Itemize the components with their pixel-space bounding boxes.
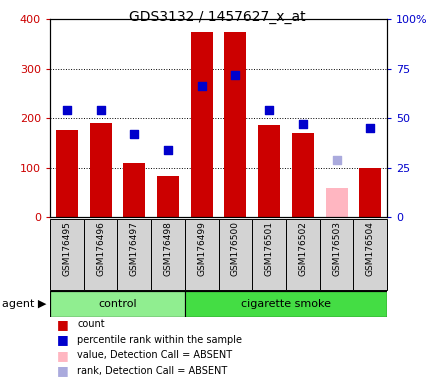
- Bar: [89, 123, 111, 217]
- Bar: [191, 31, 212, 217]
- Text: cigarette smoke: cigarette smoke: [240, 299, 330, 309]
- Text: GSM176495: GSM176495: [62, 221, 71, 276]
- Bar: [325, 188, 347, 217]
- Text: control: control: [98, 299, 136, 309]
- Text: GSM176500: GSM176500: [230, 221, 240, 276]
- Text: ■: ■: [56, 318, 68, 331]
- Text: ■: ■: [56, 349, 68, 362]
- Text: GSM176497: GSM176497: [129, 221, 138, 276]
- Point: [231, 71, 238, 78]
- Bar: [258, 126, 279, 217]
- Point: [97, 107, 104, 113]
- Bar: [218, 219, 252, 290]
- Text: ■: ■: [56, 364, 68, 377]
- Text: GSM176501: GSM176501: [264, 221, 273, 276]
- Point: [366, 125, 373, 131]
- Text: agent ▶: agent ▶: [2, 299, 46, 309]
- Text: GSM176498: GSM176498: [163, 221, 172, 276]
- Text: GSM176503: GSM176503: [331, 221, 340, 276]
- Text: count: count: [77, 319, 105, 329]
- Bar: [319, 219, 353, 290]
- Bar: [252, 219, 286, 290]
- Bar: [117, 219, 151, 290]
- Text: GSM176499: GSM176499: [197, 221, 206, 276]
- Point: [332, 157, 339, 163]
- Text: percentile rank within the sample: percentile rank within the sample: [77, 335, 242, 345]
- Text: value, Detection Call = ABSENT: value, Detection Call = ABSENT: [77, 350, 232, 360]
- Bar: [157, 176, 178, 217]
- Text: GSM176496: GSM176496: [96, 221, 105, 276]
- Bar: [286, 219, 319, 290]
- Bar: [123, 162, 145, 217]
- Bar: [50, 291, 184, 317]
- Bar: [358, 167, 380, 217]
- Point: [63, 107, 70, 113]
- Bar: [84, 219, 117, 290]
- Bar: [151, 219, 184, 290]
- Point: [299, 121, 306, 127]
- Point: [198, 83, 205, 89]
- Text: GDS3132 / 1457627_x_at: GDS3132 / 1457627_x_at: [129, 10, 305, 23]
- Point: [131, 131, 138, 137]
- Text: GSM176504: GSM176504: [365, 221, 374, 276]
- Bar: [184, 291, 386, 317]
- Text: GSM176502: GSM176502: [298, 221, 307, 276]
- Bar: [56, 131, 78, 217]
- Point: [265, 107, 272, 113]
- Bar: [50, 219, 83, 290]
- Bar: [184, 219, 218, 290]
- Bar: [291, 133, 313, 217]
- Text: ■: ■: [56, 333, 68, 346]
- Point: [164, 147, 171, 153]
- Bar: [224, 31, 246, 217]
- Text: rank, Detection Call = ABSENT: rank, Detection Call = ABSENT: [77, 366, 227, 376]
- Bar: [353, 219, 386, 290]
